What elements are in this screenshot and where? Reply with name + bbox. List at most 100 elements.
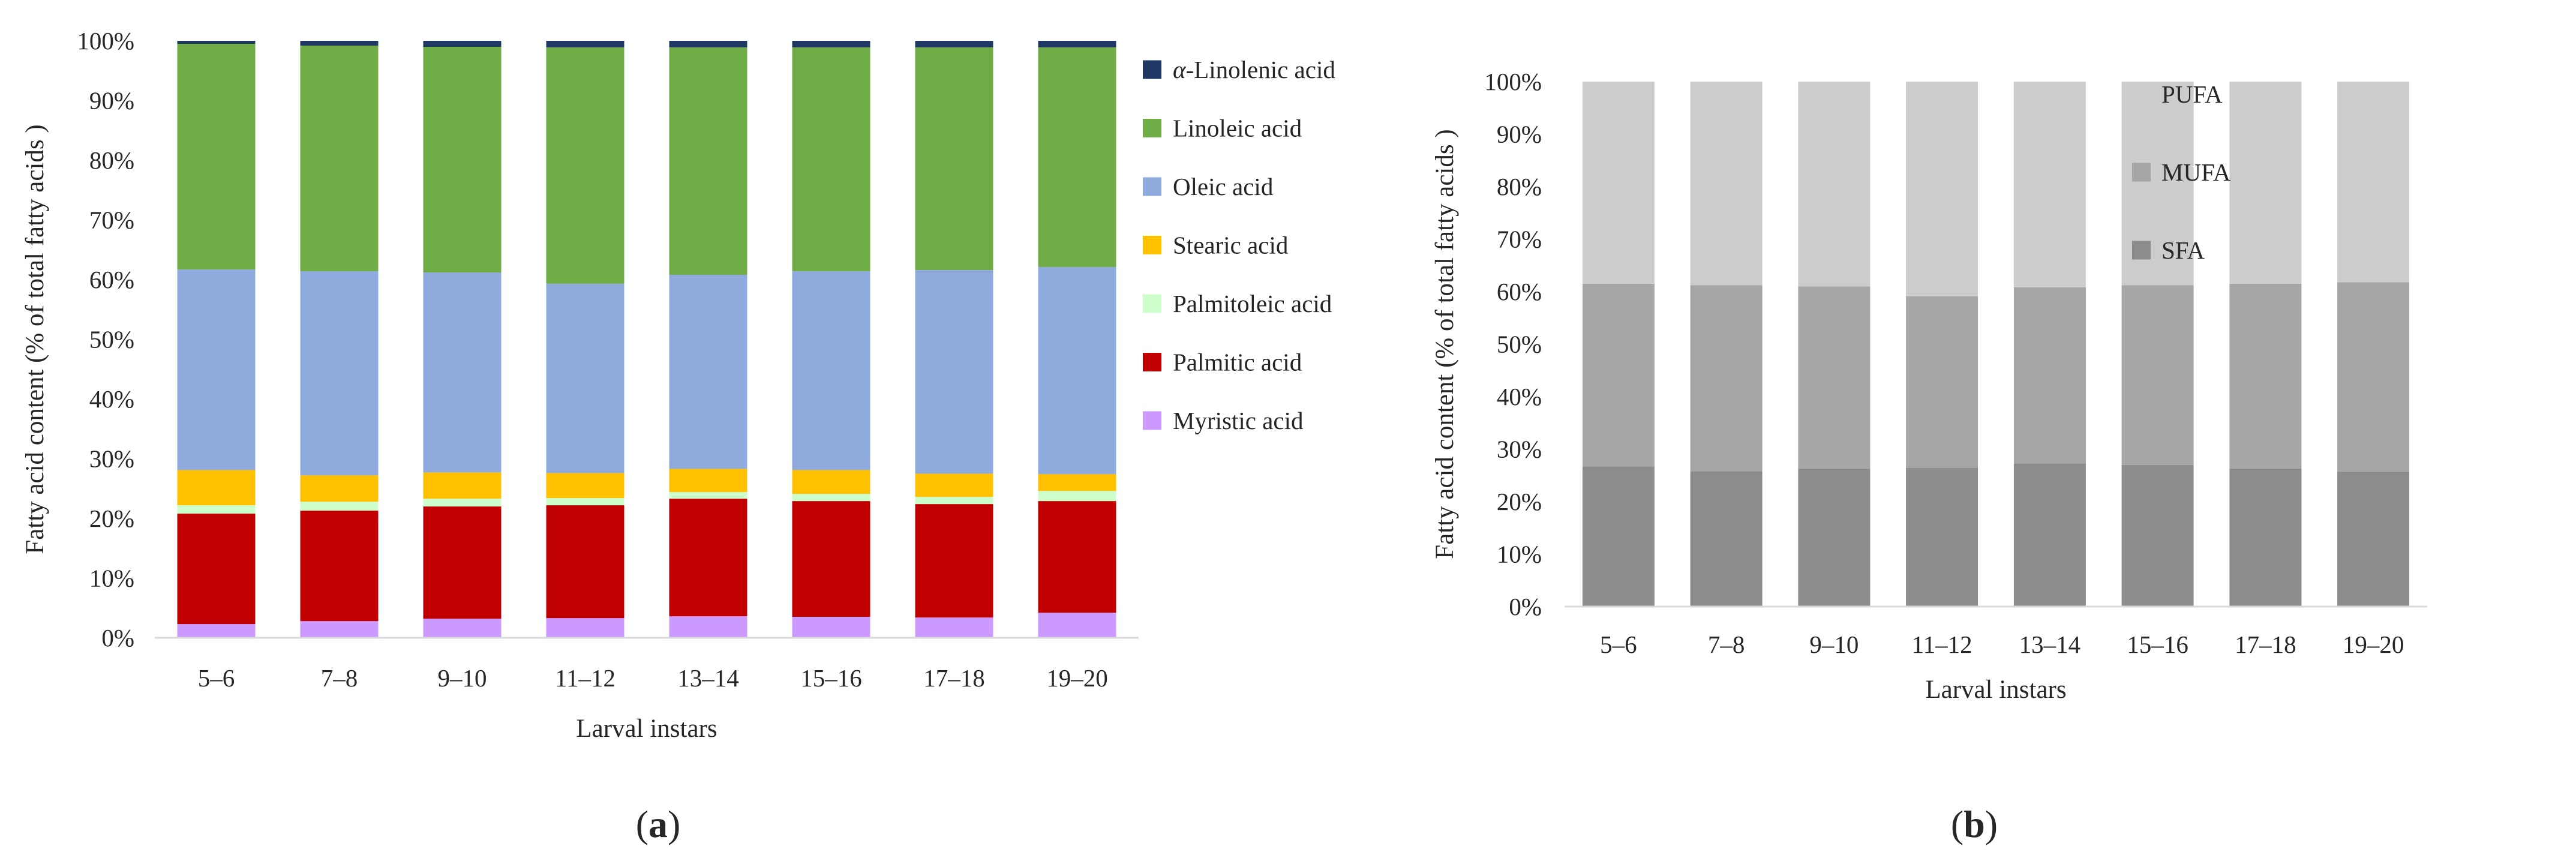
bar-myristic-acid-7-8: [300, 621, 379, 638]
bar-palmitoleic-acid-19-20: [1038, 491, 1116, 502]
bar-mufa-17-18: [2229, 283, 2302, 469]
legend-item-linoleic-acid: Linoleic acid: [1143, 115, 1302, 142]
x-tick-label: 9–10: [438, 664, 487, 692]
x-tick-label: 7–8: [1708, 631, 1745, 658]
bar-mufa-13-14: [2013, 287, 2086, 464]
bar-myristic-acid-9-10: [423, 619, 502, 638]
bar-linolenic-acid-7-8: [300, 41, 379, 46]
x-tick-label: 15–16: [2127, 631, 2188, 658]
panel-label: (b): [1951, 803, 1998, 845]
bar-palmitoleic-acid-11-12: [546, 498, 625, 506]
y-tick-label: 0%: [1509, 593, 1542, 620]
bar-myristic-acid-17-18: [915, 617, 993, 638]
bar-palmitic-acid-5-6: [177, 514, 256, 625]
legend-swatch: [1143, 177, 1161, 196]
x-tick-label: 11–12: [555, 664, 616, 692]
x-tick-label: 5–6: [198, 664, 235, 692]
y-tick-label: 90%: [89, 87, 134, 115]
legend-label: Stearic acid: [1173, 232, 1288, 259]
bar-palmitoleic-acid-13-14: [669, 492, 747, 499]
bar-pufa-9-10: [1798, 82, 1871, 287]
x-tick-label: 13–14: [2019, 631, 2081, 658]
legend-item-linolenic-acid: α-Linolenic acid: [1143, 56, 1335, 83]
panel-label-close: ): [1985, 803, 1998, 845]
bar-palmitoleic-acid-7-8: [300, 502, 379, 511]
bar-linoleic-acid-19-20: [1038, 47, 1116, 268]
bar-sfa-19-20: [2337, 472, 2410, 607]
bar-mufa-15-16: [2121, 285, 2194, 465]
legend-swatch: [1143, 60, 1161, 79]
bar-oleic-acid-19-20: [1038, 267, 1116, 475]
legend-item-mufa: MUFA: [2132, 158, 2231, 186]
x-tick-label: 19–20: [2343, 631, 2404, 658]
y-tick-label: 0%: [101, 624, 134, 652]
bar-palmitic-acid-11-12: [546, 505, 625, 619]
y-tick-label: 70%: [89, 206, 134, 234]
bar-linolenic-acid-15-16: [792, 41, 870, 47]
bar-sfa-7-8: [1690, 471, 1763, 607]
bar-oleic-acid-17-18: [915, 270, 993, 474]
y-axis-title: Fatty acid content (% of total fatty aci…: [21, 124, 49, 554]
y-tick-label: 80%: [89, 146, 134, 174]
panel-label-letter: b: [1963, 803, 1985, 845]
y-tick-label: 20%: [89, 505, 134, 532]
bars: [177, 41, 1116, 638]
y-tick-label: 100%: [1484, 68, 1542, 95]
legend-item-palmitoleic-acid: Palmitoleic acid: [1143, 290, 1332, 317]
legend-swatch: [2132, 241, 2151, 260]
y-tick-label: 70%: [1497, 226, 1542, 253]
y-tick-labels: 0% 10% 20% 30% 40% 50% 60% 70% 80% 90% 100%: [1484, 68, 1542, 620]
legend-label: α-Linolenic acid: [1173, 56, 1335, 83]
bar-palmitic-acid-13-14: [669, 499, 747, 617]
y-tick-label: 60%: [89, 266, 134, 293]
bar-sfa-15-16: [2121, 464, 2194, 607]
bar-sfa-11-12: [1906, 468, 1978, 607]
legend: α-Linolenic acid Linoleic acid Oleic acid S…: [1143, 56, 1335, 434]
y-tick-label: 100%: [77, 27, 134, 55]
y-axis-title: Fatty acid content (% of total fatty aci…: [1431, 129, 1459, 559]
bar-palmitic-acid-9-10: [423, 506, 502, 619]
bar-stearic-acid-9-10: [423, 472, 502, 499]
legend-item-palmitic-acid: Palmitic acid: [1143, 349, 1302, 376]
bar-myristic-acid-11-12: [546, 618, 625, 638]
bar-mufa-9-10: [1798, 286, 1871, 469]
bar-palmitic-acid-17-18: [915, 504, 993, 618]
bar-mufa-19-20: [2337, 282, 2410, 472]
legend-item-myristic-acid: Myristic acid: [1143, 407, 1303, 434]
bar-sfa-17-18: [2229, 468, 2302, 607]
bar-palmitoleic-acid-9-10: [423, 499, 502, 507]
legend-label: Palmitic acid: [1173, 349, 1302, 376]
bar-myristic-acid-5-6: [177, 624, 256, 638]
x-tick-label: 5–6: [1600, 631, 1637, 658]
panel-label-open: (: [1951, 803, 1963, 845]
bar-stearic-acid-5-6: [177, 470, 256, 506]
bar-palmitoleic-acid-5-6: [177, 505, 256, 514]
y-tick-label: 10%: [1497, 541, 1542, 568]
y-tick-label: 10%: [89, 565, 134, 592]
bar-palmitic-acid-19-20: [1038, 501, 1116, 613]
legend-swatch: [1143, 353, 1161, 371]
bar-stearic-acid-7-8: [300, 475, 379, 502]
legend-swatch: [2132, 163, 2151, 182]
bar-pufa-11-12: [1906, 82, 1978, 296]
bar-linolenic-acid-13-14: [669, 41, 747, 47]
legend-swatch: [1143, 119, 1161, 137]
x-axis-title: Larval instars: [576, 715, 717, 743]
bar-linoleic-acid-13-14: [669, 47, 747, 275]
bar-palmitic-acid-7-8: [300, 511, 379, 622]
bar-stearic-acid-13-14: [669, 469, 747, 493]
y-tick-labels: 0% 10% 20% 30% 40% 50% 60% 70% 80% 90% 100%: [77, 27, 134, 652]
legend-label-rest: -Linolenic acid: [1186, 56, 1335, 83]
legend: SFA MUFA PUFA: [2132, 80, 2231, 264]
y-tick-label: 40%: [89, 385, 134, 413]
bar-pufa-5-6: [1582, 82, 1655, 284]
x-tick-label: 17–18: [923, 664, 985, 692]
x-tick-label: 17–18: [2235, 631, 2296, 658]
legend-swatch: [1143, 411, 1161, 430]
x-tick-label: 7–8: [321, 664, 358, 692]
chart-a: 0% 10% 20% 30% 40% 50% 60% 70% 80% 90% 100% 5–6 7–8 9…: [21, 27, 1335, 845]
bar-stearic-acid-19-20: [1038, 474, 1116, 491]
y-tick-label: 20%: [1497, 488, 1542, 515]
y-tick-label: 40%: [1497, 383, 1542, 410]
panel-label: (a): [636, 803, 681, 845]
